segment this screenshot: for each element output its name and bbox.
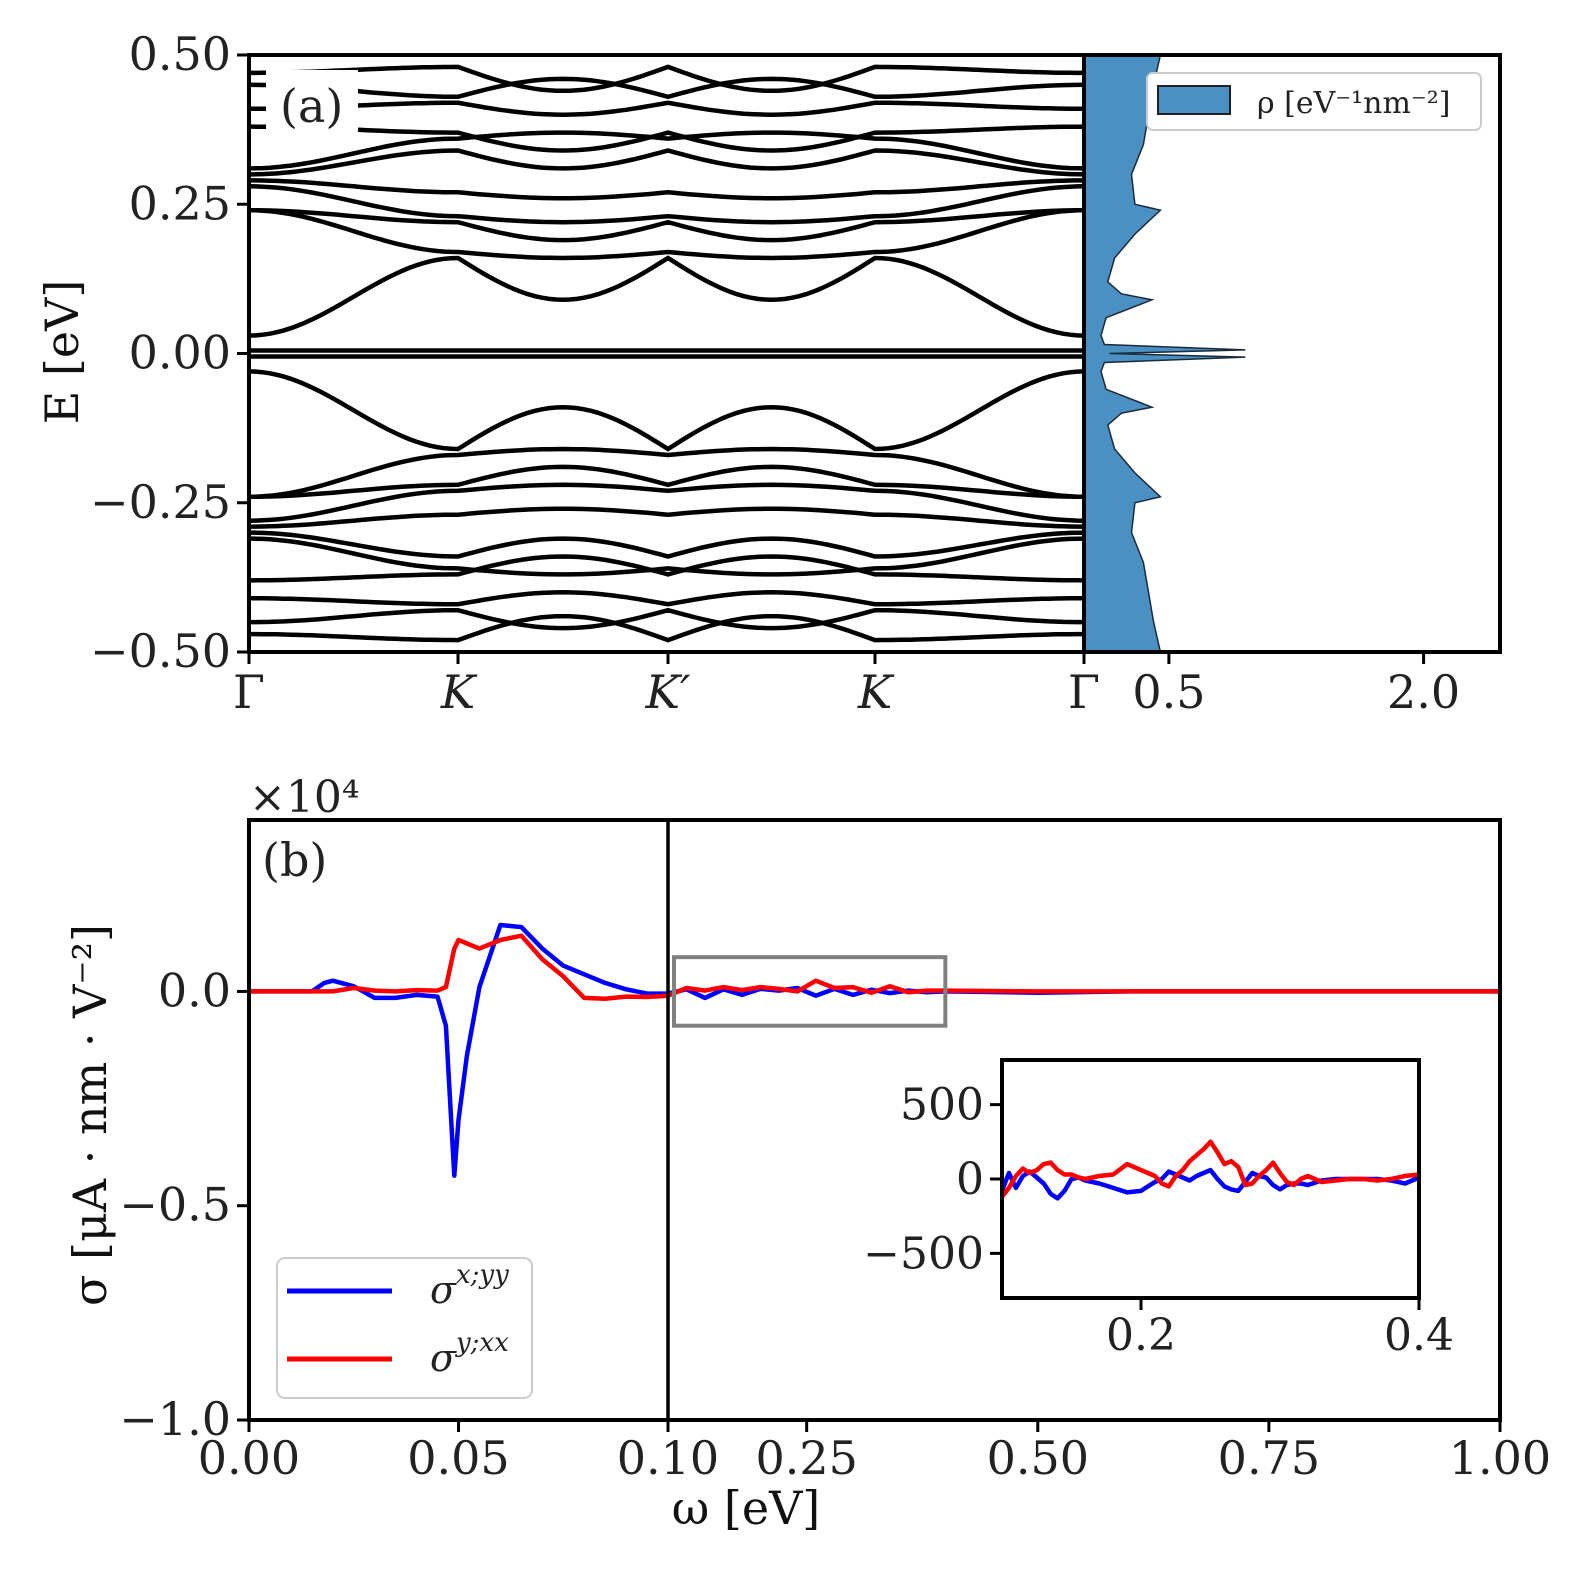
dos-legend-swatch bbox=[1157, 85, 1231, 115]
y-tick-label-b: −1.0 bbox=[119, 1392, 231, 1446]
panel-label-b: (b) bbox=[262, 833, 327, 887]
inset-x-tick-label: 0.4 bbox=[1384, 1310, 1454, 1361]
axes-frame-b bbox=[247, 818, 1502, 1422]
band-line bbox=[249, 148, 1084, 177]
inset: 500 0 −500 0.2 0.4 bbox=[863, 1058, 1454, 1361]
y-tick-label-a: 0.50 bbox=[129, 27, 231, 81]
band-line bbox=[249, 482, 1084, 523]
y-tick-label-b: −0.5 bbox=[119, 1178, 231, 1232]
dos-legend-label: ρ [eV⁻¹nm⁻²] bbox=[1257, 86, 1451, 121]
zoom-box bbox=[672, 955, 948, 1028]
sigma-legend: σx;yy σy;xx bbox=[276, 1257, 533, 1399]
legend-label-yxx: σy;xx bbox=[430, 1328, 509, 1380]
x-tick-label-b: 0.25 bbox=[755, 1431, 857, 1485]
inset-y-tick-label: 500 bbox=[900, 1080, 984, 1131]
band-line bbox=[249, 536, 1084, 577]
band-line bbox=[249, 207, 1084, 261]
dos-x-tick-label: 0.5 bbox=[1132, 665, 1205, 719]
y-ticks-b: 0.0 −0.5 −1.0 bbox=[119, 963, 249, 1446]
y-tick-label-b: 0.0 bbox=[158, 963, 231, 1017]
panel-label-a-bg bbox=[266, 70, 358, 144]
sigma-plot bbox=[249, 922, 1500, 1178]
band-line bbox=[249, 369, 1084, 452]
band-line bbox=[249, 184, 1084, 225]
k-path-ticks: Γ K K′ K Γ bbox=[233, 652, 1100, 719]
band-line bbox=[249, 464, 1084, 500]
inset-line-sigma_yxx bbox=[1002, 1139, 1419, 1199]
y-ticks-a: 0.50 0.25 0.00 −0.25 −0.50 bbox=[90, 27, 249, 678]
band-line bbox=[249, 446, 1084, 500]
k-tick-label: Γ bbox=[1068, 665, 1100, 719]
band-line bbox=[249, 207, 1084, 243]
x-tick-label-b: 0.00 bbox=[198, 1431, 300, 1485]
dos-plot bbox=[1084, 55, 1246, 652]
band-line bbox=[249, 64, 1084, 94]
band-line bbox=[249, 554, 1084, 583]
dos-x-ticks: 0.5 2.0 bbox=[1132, 652, 1460, 719]
inset-y-tick-label: 0 bbox=[956, 1154, 984, 1205]
band-line bbox=[249, 255, 1084, 338]
dos-x-tick-label: 2.0 bbox=[1387, 665, 1460, 719]
band-line bbox=[249, 76, 1084, 100]
panel-label-a: (a) bbox=[280, 79, 343, 133]
y-tick-label-a: 0.25 bbox=[129, 176, 231, 230]
k-tick-label: Γ bbox=[233, 665, 265, 719]
band-line bbox=[249, 124, 1084, 153]
band-line bbox=[249, 100, 1084, 117]
inset-plot bbox=[1002, 1139, 1419, 1201]
band-line bbox=[249, 613, 1084, 643]
band-structure bbox=[249, 64, 1084, 643]
legend-label-xyy: σx;yy bbox=[430, 1260, 509, 1312]
inset-y-tick-label: −500 bbox=[863, 1228, 984, 1279]
x-tick-label-b: 1.00 bbox=[1449, 1431, 1551, 1485]
y-tick-label-a: −0.50 bbox=[90, 624, 231, 678]
x-tick-label-b: 0.50 bbox=[987, 1431, 1089, 1485]
x-tick-label-b: 0.05 bbox=[407, 1431, 509, 1485]
x-tick-label-b: 0.75 bbox=[1218, 1431, 1320, 1485]
dos-legend: ρ [eV⁻¹nm⁻²] bbox=[1146, 72, 1482, 131]
panel-b: ×10⁴ (b) 0.0 −0.5 −1.0 0.00 0.05 0.10 0.25 0.5… bbox=[63, 772, 1551, 1535]
panel-a: (a) 0.50 0.25 0.00 −0.25 −0.50 Γ K K′ K Γ 0.5 2.0… bbox=[35, 27, 1502, 719]
axes-frame-a bbox=[247, 53, 1502, 654]
band-line bbox=[249, 590, 1084, 607]
band-line bbox=[249, 530, 1084, 559]
x-tick-label-b: 0.10 bbox=[617, 1431, 719, 1485]
k-tick-label: K bbox=[440, 665, 478, 719]
inset-line-sigma_xyy bbox=[1002, 1167, 1419, 1201]
band-line bbox=[249, 506, 1084, 529]
y-multiplier-b: ×10⁴ bbox=[249, 772, 360, 823]
dos-area bbox=[1084, 55, 1246, 652]
band-line bbox=[249, 130, 1084, 171]
series-line-sigma_yxx bbox=[249, 933, 1500, 1001]
y-label-a: E [eV] bbox=[35, 280, 89, 425]
x-ticks-b: 0.00 0.05 0.10 0.25 0.50 0.75 1.00 bbox=[198, 1420, 1551, 1485]
x-label-b: ω [eV] bbox=[672, 1481, 820, 1535]
band-line bbox=[249, 607, 1084, 631]
inset-x-tick-label: 0.2 bbox=[1106, 1310, 1176, 1361]
y-tick-label-a: 0.00 bbox=[129, 326, 231, 380]
band-line bbox=[249, 178, 1084, 201]
y-label-b: σ [μA · nm · V⁻²] bbox=[63, 924, 117, 1306]
inset-ticks: 500 0 −500 0.2 0.4 bbox=[863, 1080, 1454, 1361]
k-tick-label: K bbox=[857, 665, 895, 719]
k-tick-label: K′ bbox=[645, 665, 691, 719]
y-tick-label-a: −0.25 bbox=[90, 475, 231, 529]
